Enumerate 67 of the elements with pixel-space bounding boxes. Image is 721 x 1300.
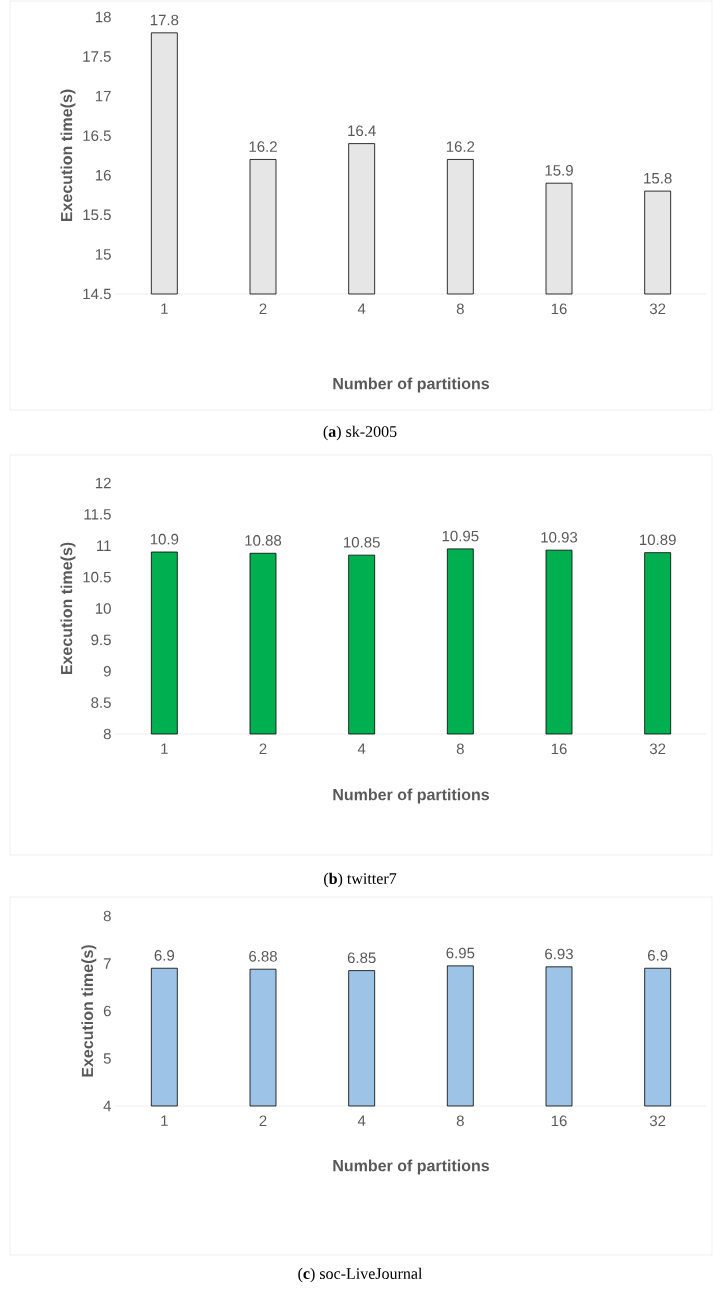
y-tick-label: 10 <box>95 603 111 614</box>
x-tick-label: 16 <box>551 1115 567 1127</box>
y-tick-label: 6 <box>103 1005 111 1017</box>
x-tick-label: 8 <box>456 743 464 755</box>
y-tick-label: 14.5 <box>83 288 111 300</box>
y-tick-label: 8 <box>103 910 111 922</box>
data-label: 6.88 <box>249 951 277 962</box>
y-tick-label: 9.5 <box>91 634 111 646</box>
data-label: 10.89 <box>640 534 676 546</box>
y-tick-label: 17.5 <box>83 51 111 62</box>
data-label: 6.95 <box>446 947 475 959</box>
y-tick-label: 10.5 <box>83 571 111 583</box>
y-tick-label: 7 <box>103 958 111 969</box>
x-tick-label: 1 <box>161 303 168 314</box>
data-label: 17.8 <box>150 14 179 26</box>
x-tick-label: 4 <box>357 743 366 754</box>
x-tick-label: 4 <box>357 303 366 314</box>
data-label: 6.93 <box>545 948 573 960</box>
x-tick-label: 16 <box>551 743 567 755</box>
x-tick-label: 8 <box>456 303 464 315</box>
y-tick-label: 8 <box>103 728 111 740</box>
data-label: 15.9 <box>545 165 573 176</box>
y-tick-label: 15 <box>95 249 111 260</box>
y-tick-label: 4 <box>103 1100 112 1112</box>
data-label: 6.9 <box>154 950 175 961</box>
x-tick-label: 2 <box>259 303 267 314</box>
text: (b) twitter7 <box>324 872 397 888</box>
x-axis-title: Number of partitions <box>333 788 489 804</box>
data-label: 6.9 <box>648 950 668 961</box>
x-tick-label: 32 <box>649 303 666 315</box>
y-axis-title: Execution time(s) <box>60 542 76 675</box>
y-axis-title: Execution time(s) <box>60 89 76 222</box>
x-axis-title: Number of partitions <box>333 377 489 393</box>
x-tick-label: 2 <box>259 1115 267 1126</box>
x-axis-title: Number of partitions <box>333 1159 489 1175</box>
data-label: 16.4 <box>348 125 376 137</box>
data-label: 15.8 <box>644 172 672 184</box>
y-tick-label: 5 <box>103 1053 111 1064</box>
y-tick-label: 15.5 <box>83 209 111 221</box>
y-tick-label: 12 <box>95 477 111 489</box>
data-label: 10.85 <box>344 537 380 548</box>
x-tick-label: 16 <box>551 303 567 315</box>
y-tick-label: 11 <box>97 540 111 551</box>
y-tick-label: 16.5 <box>83 130 111 142</box>
data-label: 10.93 <box>541 531 578 543</box>
data-label: 16.2 <box>249 141 277 152</box>
y-tick-label: 9 <box>103 665 111 677</box>
data-label: 10.95 <box>442 530 479 542</box>
x-tick-label: 2 <box>259 743 267 754</box>
x-tick-label: 1 <box>161 743 168 754</box>
data-label: 6.85 <box>347 952 376 964</box>
x-tick-label: 32 <box>649 1115 666 1127</box>
data-label: 10.88 <box>245 535 282 546</box>
y-axis-title: Execution time(s) <box>81 945 97 1077</box>
y-tick-label: 17 <box>95 90 111 102</box>
x-tick-label: 32 <box>649 743 666 755</box>
data-label: 10.9 <box>150 533 179 545</box>
x-tick-label: 4 <box>357 1115 366 1126</box>
data-label: 16.2 <box>446 141 475 152</box>
x-tick-label: 1 <box>161 1115 168 1126</box>
y-tick-label: 18 <box>95 11 111 23</box>
y-tick-label: 16 <box>95 169 111 181</box>
text: (a) sk-2005 <box>323 425 397 441</box>
y-tick-label: 11.5 <box>84 509 111 520</box>
y-tick-label: 8.5 <box>91 697 111 708</box>
x-tick-label: 8 <box>456 1115 464 1127</box>
text: (c) soc-LiveJournal <box>298 1267 423 1283</box>
